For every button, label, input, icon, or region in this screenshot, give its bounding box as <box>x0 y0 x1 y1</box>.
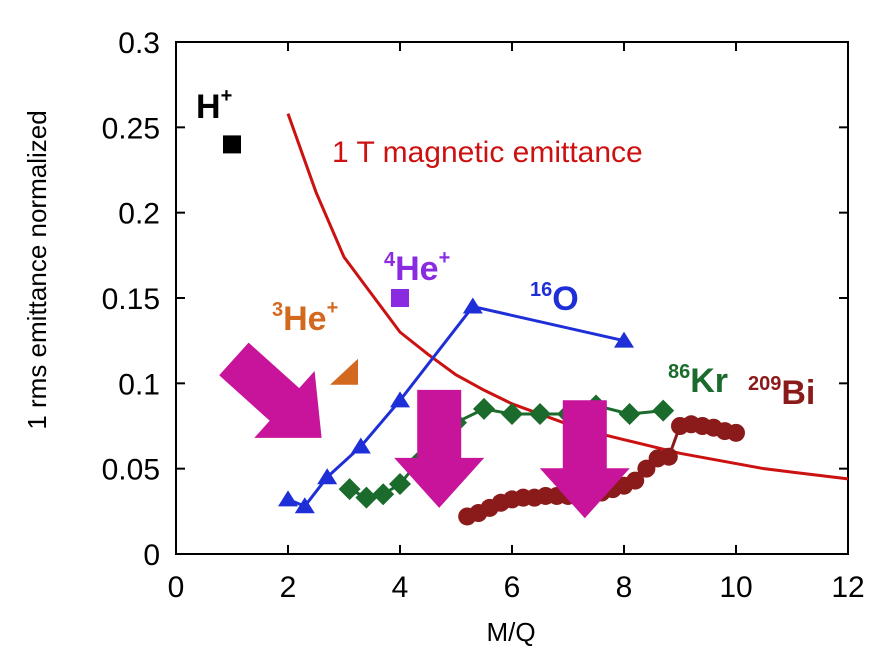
series-label-prefix: 86 <box>668 361 690 383</box>
series-label-name: He <box>395 250 438 288</box>
series-label: H+ <box>196 85 232 126</box>
y-tick-label: 0.25 <box>102 112 160 145</box>
data-point <box>462 297 483 314</box>
series-label-name: He <box>283 300 326 338</box>
series-3He <box>330 358 358 385</box>
x-tick-label: 6 <box>504 571 521 604</box>
plot-frame <box>175 41 849 555</box>
data-point <box>390 391 410 408</box>
annotation-arrow <box>219 342 322 438</box>
data-point <box>473 397 495 420</box>
x-tick-label: 2 <box>280 571 297 604</box>
series-16O <box>278 297 634 514</box>
data-point <box>727 423 745 442</box>
data-point <box>391 289 409 307</box>
series-label-name: Bi <box>781 374 815 412</box>
data-point <box>652 399 675 422</box>
y-tick-label: 0.3 <box>118 27 160 60</box>
series-label-name: O <box>552 280 578 318</box>
y-tick-label: 0.05 <box>102 454 160 487</box>
x-tick-label: 12 <box>831 571 864 604</box>
x-tick-label: 10 <box>719 571 752 604</box>
annotation-arrows <box>219 342 630 519</box>
data-point <box>317 468 338 485</box>
series-label: 86Kr <box>668 361 728 400</box>
y-tick-label: 0 <box>143 539 160 572</box>
series-label-prefix: 3 <box>272 299 283 321</box>
data-point <box>659 447 678 466</box>
data-point <box>372 483 395 506</box>
y-tick-label: 0.1 <box>118 368 160 401</box>
y-tick-label: 0.15 <box>102 283 160 316</box>
data-point <box>330 358 358 385</box>
series-4He <box>391 289 409 307</box>
series-label-prefix: 4 <box>384 249 396 271</box>
curve-label: 1 T magnetic emittance <box>332 136 643 169</box>
data-point <box>618 403 641 426</box>
data-point <box>389 473 411 496</box>
data-point <box>278 490 298 507</box>
data-point <box>626 471 645 490</box>
series-label-charge: + <box>439 247 451 269</box>
data-point <box>338 478 361 501</box>
series-label-charge: + <box>221 85 233 107</box>
plot-border <box>175 41 849 555</box>
data-point <box>614 331 634 348</box>
series-label: 4He+ <box>384 247 450 288</box>
y-axis-label: 1 rms emittance normalized <box>22 110 52 429</box>
series-label-prefix: 209 <box>748 373 781 395</box>
series-label-name: H <box>196 88 221 126</box>
data-point <box>529 403 551 426</box>
data-point <box>294 497 315 514</box>
series-label: 209Bi <box>748 373 815 412</box>
x-tick-label: 4 <box>392 571 409 604</box>
series-label-prefix: 16 <box>530 279 552 301</box>
annotation-arrow <box>539 400 630 519</box>
series-label-charge: + <box>327 297 339 319</box>
series-label: 3He+ <box>272 297 338 338</box>
series-H <box>223 135 241 154</box>
x-axis-label: M/Q <box>486 617 535 647</box>
data-point <box>355 486 378 509</box>
axis-ticks: 0 2 4 6 8 10 12 0 0.05 0.1 0.15 0.2 0.25 0.3 <box>102 27 865 604</box>
y-tick-label: 0.2 <box>118 198 160 231</box>
series-label: 16O <box>530 279 579 318</box>
data-point <box>350 437 371 454</box>
x-tick-label: 8 <box>616 571 633 604</box>
annotation-arrow <box>394 389 485 508</box>
x-tick-label: 0 <box>168 571 185 604</box>
data-point <box>223 135 241 154</box>
series-label-name: Kr <box>690 362 728 400</box>
data-point <box>501 403 523 426</box>
